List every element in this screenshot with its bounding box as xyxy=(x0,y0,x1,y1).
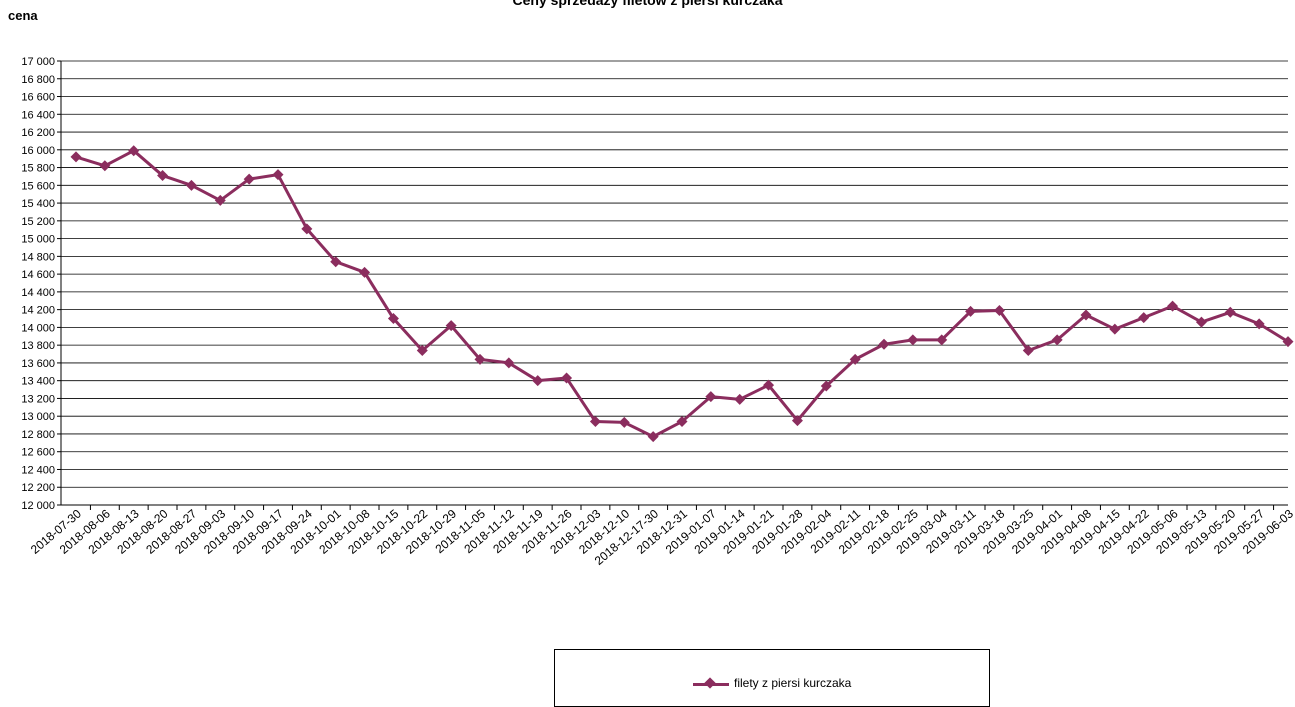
series-group xyxy=(70,145,1294,443)
data-point xyxy=(532,375,544,387)
data-point xyxy=(936,334,948,346)
y-tick-label: 16 000 xyxy=(21,145,55,157)
data-point xyxy=(676,416,688,428)
data-point xyxy=(734,393,746,405)
data-point xyxy=(1167,300,1179,312)
data-point xyxy=(647,431,659,443)
y-tick-label: 12 200 xyxy=(21,482,55,494)
data-point xyxy=(272,169,284,181)
data-point xyxy=(1253,318,1265,330)
y-tick-label: 16 200 xyxy=(21,127,55,139)
y-tick-label: 12 400 xyxy=(21,464,55,476)
y-tick-label: 17 000 xyxy=(21,56,55,68)
legend-entry: filety z piersi kurczaka xyxy=(555,676,989,690)
data-point xyxy=(618,416,630,428)
data-point xyxy=(1224,306,1236,318)
data-point xyxy=(965,305,977,317)
data-point xyxy=(330,256,342,268)
y-tick-label: 15 200 xyxy=(21,216,55,228)
data-point xyxy=(1282,336,1294,348)
data-point xyxy=(416,344,428,356)
legend-label: filety z piersi kurczaka xyxy=(733,676,852,690)
y-tick-label: 15 600 xyxy=(21,180,55,192)
y-tick-label: 14 600 xyxy=(21,269,55,281)
y-tick-label: 13 200 xyxy=(21,393,55,405)
y-tick-label: 16 400 xyxy=(21,109,55,121)
y-tick-label: 14 800 xyxy=(21,251,55,263)
data-point xyxy=(1022,344,1034,356)
y-tick-label: 12 800 xyxy=(21,429,55,441)
y-tick-label: 15 000 xyxy=(21,234,55,246)
y-tick-label: 14 000 xyxy=(21,322,55,334)
y-tick-label: 16 800 xyxy=(21,74,55,86)
data-point xyxy=(849,353,861,365)
y-tick-label: 13 800 xyxy=(21,340,55,352)
y-tick-label: 13 000 xyxy=(21,411,55,423)
data-point xyxy=(907,334,919,346)
data-point xyxy=(705,391,717,403)
data-point xyxy=(128,145,140,157)
data-point xyxy=(763,379,775,391)
legend: filety z piersi kurczaka xyxy=(554,649,990,707)
data-point xyxy=(820,380,832,392)
data-point xyxy=(387,313,399,325)
data-point xyxy=(99,160,111,172)
data-point xyxy=(157,170,169,182)
data-point xyxy=(878,338,890,350)
data-point xyxy=(993,305,1005,317)
y-tick-label: 13 600 xyxy=(21,358,55,370)
data-point xyxy=(445,320,457,332)
data-point xyxy=(243,173,255,185)
data-point xyxy=(1051,334,1063,346)
y-tick-label: 15 800 xyxy=(21,163,55,175)
y-tick-label: 14 200 xyxy=(21,305,55,317)
y-axis-label: cena xyxy=(8,8,38,23)
data-point xyxy=(214,194,226,206)
y-tick-label: 16 600 xyxy=(21,92,55,104)
data-point xyxy=(1138,312,1150,324)
data-point xyxy=(359,266,371,278)
y-axis-ticks: 12 000 12 200 12 400 12 600 12 800 13 000 13 2… xyxy=(21,56,61,512)
data-point xyxy=(503,357,515,369)
chart-title: Ceny sprzedaży filetów z piersi kurczaka xyxy=(512,0,783,8)
data-point xyxy=(1195,316,1207,328)
y-tick-label: 14 400 xyxy=(21,287,55,299)
data-point xyxy=(474,353,486,365)
y-tick-label: 13 400 xyxy=(21,376,55,388)
data-point xyxy=(70,151,82,163)
y-tick-label: 12 000 xyxy=(21,500,55,512)
data-point xyxy=(185,179,197,191)
series-line xyxy=(75,149,1289,439)
axes xyxy=(60,61,1288,506)
legend-swatch-icon xyxy=(692,677,729,689)
data-point xyxy=(301,223,313,235)
data-point xyxy=(561,372,573,384)
data-point xyxy=(791,415,803,427)
data-point xyxy=(1109,323,1121,335)
gridlines xyxy=(61,60,1288,506)
x-axis-ticks: 2018-07-302018-08-062018-08-132018-08-20… xyxy=(28,505,1295,568)
data-point xyxy=(1080,309,1092,321)
y-tick-label: 15 400 xyxy=(21,198,55,210)
y-tick-label: 12 600 xyxy=(21,447,55,459)
data-point xyxy=(589,416,601,428)
